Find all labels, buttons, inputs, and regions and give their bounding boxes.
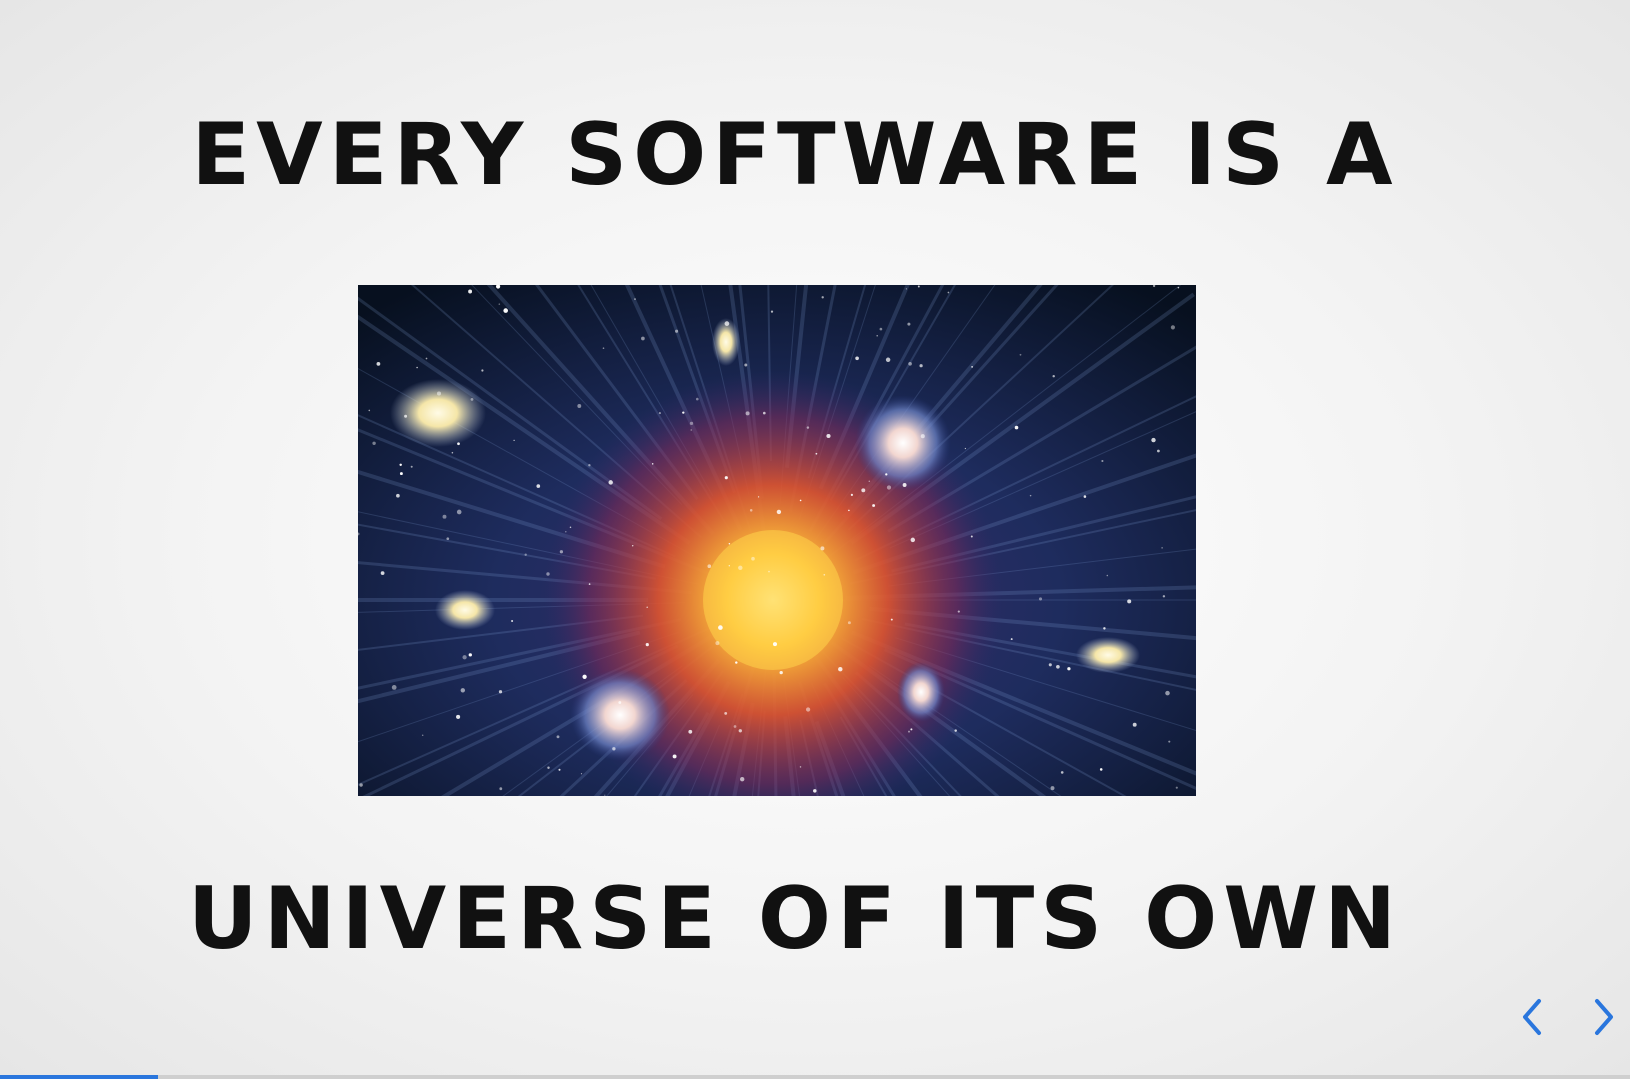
next-slide-button[interactable] <box>1583 995 1623 1039</box>
chevron-left-icon <box>1523 999 1541 1035</box>
previous-slide-button[interactable] <box>1513 995 1553 1039</box>
slide-title-line-1: EVERY SOFTWARE IS A <box>191 105 1399 205</box>
big-bang-galaxies-image <box>358 285 1196 796</box>
slide-title-line-2: UNIVERSE OF ITS OWN <box>187 869 1403 969</box>
chevron-right-icon <box>1595 999 1613 1035</box>
progress-bar <box>0 1075 1630 1079</box>
progress-bar-fill <box>0 1075 159 1079</box>
